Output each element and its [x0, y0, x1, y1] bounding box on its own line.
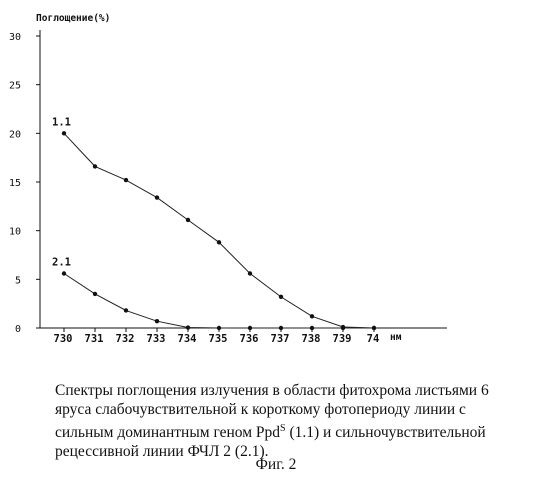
figure-caption: Спектры поглощения излучения в области ф… [55, 381, 545, 461]
chart-svg: 0 5 10 15 20 25 30 Поглощение(%) 730 731 732 733 734… [0, 0, 552, 350]
series-label: 2.1 [52, 256, 71, 268]
caption-line-2: яруса слабочувствительной к короткому фо… [55, 400, 545, 419]
axes [36, 30, 447, 332]
x-tick-label: 731 [85, 333, 104, 345]
x-tick-label: 737 [271, 333, 290, 345]
data-point [155, 319, 159, 323]
series-line-1-1 [64, 133, 374, 328]
y-tick-label: 5 [15, 275, 21, 286]
data-point [155, 195, 159, 199]
x-tick-label: 733 [147, 333, 166, 345]
x-tick-label: 739 [333, 333, 352, 345]
data-point [62, 131, 66, 135]
data-point [279, 295, 283, 299]
y-tick-label: 30 [9, 32, 21, 43]
data-point [310, 314, 314, 318]
data-point [279, 326, 283, 330]
x-tick-label: 730 [54, 333, 73, 345]
x-tick-label: 74 [367, 333, 380, 345]
labels: 0 5 10 15 20 25 30 Поглощение(%) 730 731 732 733 734… [9, 13, 402, 345]
data-point [248, 326, 252, 330]
data-point [341, 326, 345, 330]
y-axis-title: Поглощение(%) [36, 13, 110, 24]
data-point [124, 308, 128, 312]
series-line-2-1 [64, 274, 374, 329]
data-point [186, 218, 190, 222]
series-points [62, 131, 376, 330]
caption-line-3-start: сильным доминантным геном Ppd [55, 424, 280, 441]
y-tick-label: 25 [9, 81, 21, 92]
y-tick-label: 0 [15, 324, 21, 335]
data-point [62, 271, 66, 275]
absorption-chart: 0 5 10 15 20 25 30 Поглощение(%) 730 731 732 733 734… [0, 0, 552, 350]
y-tick-label: 10 [9, 227, 21, 238]
caption-line-3: сильным доминантным геном PpdS (1.1) и с… [55, 419, 545, 442]
data-point [372, 326, 376, 330]
x-tick-label: 736 [240, 333, 259, 345]
x-tick-label: 735 [209, 333, 228, 345]
y-tick-label: 20 [9, 129, 21, 140]
caption-line-3-end: (1.1) и сильночувствительной [286, 424, 486, 441]
data-point [93, 292, 97, 296]
x-tick-label: 738 [302, 333, 321, 345]
caption-line-1: Спектры поглощения излучения в области ф… [55, 381, 545, 400]
data-point [248, 271, 252, 275]
series-lines [64, 133, 374, 328]
data-point [217, 326, 221, 330]
data-point [124, 178, 128, 182]
data-point [186, 325, 190, 329]
x-tick-label: 734 [178, 333, 197, 345]
x-tick-label: 732 [116, 333, 135, 345]
data-point [217, 240, 221, 244]
x-axis-unit: нм [390, 332, 402, 343]
data-point [310, 326, 314, 330]
figure-number: Фиг. 2 [0, 456, 552, 474]
data-point [93, 164, 97, 168]
y-tick-label: 15 [9, 178, 21, 189]
series-label: 1.1 [52, 116, 71, 128]
